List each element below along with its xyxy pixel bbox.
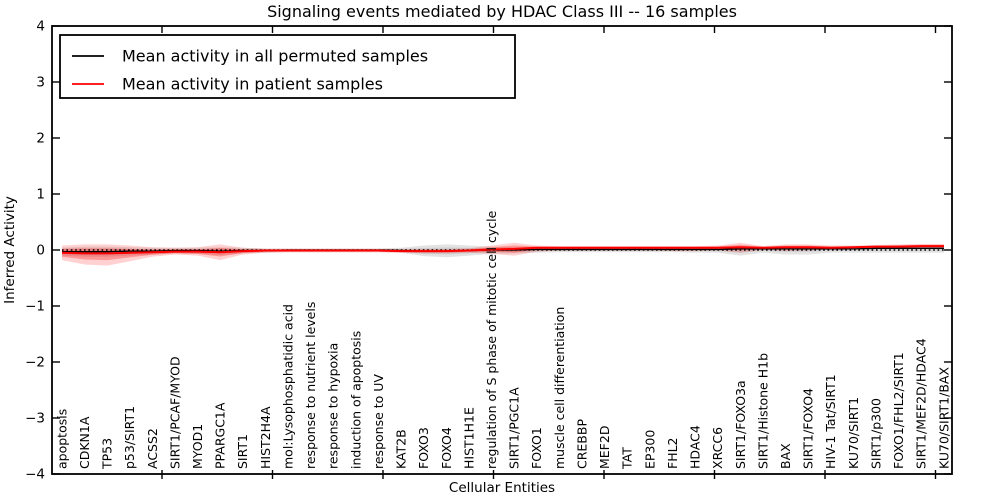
legend-label-patient: Mean activity in patient samples <box>122 75 383 94</box>
y-tick-label: 2 <box>36 131 45 147</box>
plot-border <box>51 25 953 475</box>
x-category-label: FOXO4 <box>439 427 454 469</box>
x-axis-label: Cellular Entities <box>449 480 555 496</box>
x-category-label: MEF2D <box>597 426 612 469</box>
x-category-label: CDKN1A <box>77 416 92 469</box>
y-tick-label: 0 <box>36 243 45 259</box>
x-category-label: HIST2H4A <box>258 406 273 469</box>
x-category-label: FOXO3 <box>416 427 431 469</box>
x-category-label: SIRT1/PCAF/MYOD <box>167 356 182 469</box>
patient-mean-line <box>61 245 944 255</box>
x-category-label: regulation of S phase of mitotic cell cy… <box>484 210 499 469</box>
x-category-label: KAT2B <box>394 429 409 469</box>
x-category-label: apoptosis <box>54 409 69 469</box>
legend-box <box>59 34 516 99</box>
x-category-label: induction of apoptosis <box>348 331 363 469</box>
x-category-label: response to hypoxia <box>326 343 341 469</box>
y-tick-label: −3 <box>25 411 45 427</box>
x-category-label: SIRT1/Histone H1b <box>755 353 770 469</box>
legend: Mean activity in all permuted samples Me… <box>59 34 516 99</box>
y-tick-label: −1 <box>25 299 45 315</box>
plot-content: −4 −3 −2 −1 0 1 2 3 4 apoptosis CDKN1A TP53 p53/SIRT… <box>25 19 952 483</box>
y-axis-label: Inferred Activity <box>2 196 18 304</box>
x-category-label: SIRT1/FOXO4 <box>801 388 816 469</box>
x-category-label: HDAC4 <box>688 425 703 469</box>
x-category-label: SIRT1/MEF2D/HDAC4 <box>914 338 929 469</box>
x-category-label: FHL2 <box>665 437 680 469</box>
x-category-label: response to nutrient levels <box>303 302 318 469</box>
chart-title: Signaling events mediated by HDAC Class … <box>267 2 737 21</box>
x-category-label: p53/SIRT1 <box>122 406 137 469</box>
x-category-label: XRCC6 <box>710 427 725 469</box>
x-category-label: response to UV <box>371 374 386 469</box>
y-tick-label: −4 <box>25 467 45 483</box>
legend-label-permuted: Mean activity in all permuted samples <box>122 47 428 66</box>
x-category-label: KU70/SIRT1 <box>846 397 861 469</box>
y-tick-label: 3 <box>36 75 45 91</box>
x-category-label: mol:Lysophosphatidic acid <box>280 304 295 469</box>
x-category-label: BAX <box>778 443 793 469</box>
x-category-label: HIV-1 Tat/SIRT1 <box>823 374 838 469</box>
x-category-label: SIRT1/PGC1A <box>507 387 522 469</box>
x-category-label: SIRT1 <box>235 434 250 469</box>
x-category-label: FOXO1/FHL2/SIRT1 <box>891 352 906 469</box>
x-category-label: PPARGC1A <box>213 402 228 469</box>
y-tick-label: 4 <box>36 19 45 35</box>
x-category-label: MYOD1 <box>190 424 205 469</box>
x-category-label: muscle cell differentiation <box>552 307 567 469</box>
x-category-label: TAT <box>620 447 635 470</box>
y-tick-label: 1 <box>36 187 45 203</box>
x-category-label: SIRT1/p300 <box>868 398 883 469</box>
x-category-label: CREBBP <box>574 419 589 469</box>
y-tick-label: −2 <box>25 355 45 371</box>
x-category-label: HIST1H1E <box>461 407 476 469</box>
x-category-label: TP53 <box>100 438 115 470</box>
x-category-label: FOXO1 <box>529 427 544 469</box>
x-category-label: KU70/SIRT1/BAX <box>936 367 951 469</box>
x-category-label: SIRT1/FOXO3a <box>733 380 748 469</box>
x-category-label: ACSS2 <box>145 428 160 469</box>
x-category-label: EP300 <box>642 430 657 469</box>
